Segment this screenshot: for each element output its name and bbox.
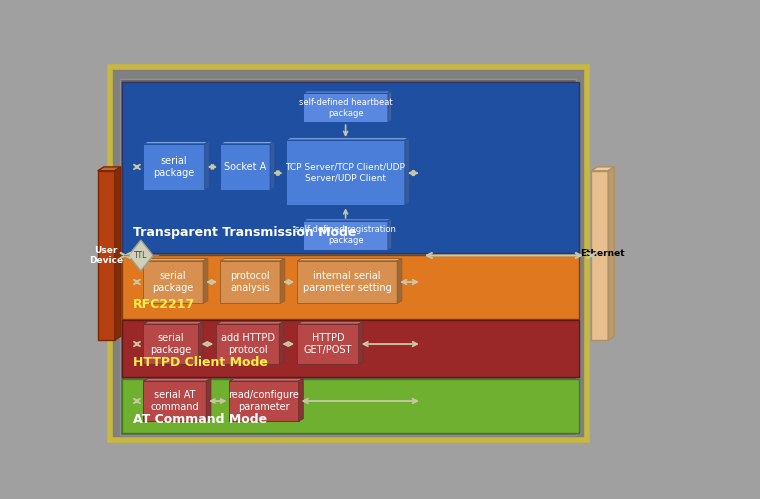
Text: self-defined registration
package: self-defined registration package xyxy=(295,226,396,246)
FancyBboxPatch shape xyxy=(122,379,579,433)
Polygon shape xyxy=(286,140,405,206)
Polygon shape xyxy=(128,240,153,271)
Text: Transparent Transmission Mode: Transparent Transmission Mode xyxy=(133,226,356,240)
Text: User
Device: User Device xyxy=(89,246,123,265)
Text: TTL: TTL xyxy=(134,251,147,260)
Polygon shape xyxy=(143,381,206,421)
Polygon shape xyxy=(297,324,359,364)
Text: self-defined heartbeat
package: self-defined heartbeat package xyxy=(299,98,392,118)
Polygon shape xyxy=(206,379,211,421)
Polygon shape xyxy=(220,142,275,144)
Polygon shape xyxy=(220,258,285,261)
Text: Socket A: Socket A xyxy=(224,162,266,172)
Polygon shape xyxy=(143,324,198,364)
Polygon shape xyxy=(303,219,391,221)
FancyBboxPatch shape xyxy=(110,67,587,440)
Polygon shape xyxy=(115,167,121,340)
FancyBboxPatch shape xyxy=(120,79,576,435)
Text: serial
package: serial package xyxy=(153,271,194,293)
Polygon shape xyxy=(220,144,270,190)
Polygon shape xyxy=(230,379,303,381)
Polygon shape xyxy=(303,93,388,122)
Polygon shape xyxy=(591,171,608,340)
Polygon shape xyxy=(230,381,299,421)
Polygon shape xyxy=(591,167,614,171)
Text: AT Command Mode: AT Command Mode xyxy=(133,413,268,426)
Polygon shape xyxy=(299,379,303,421)
Polygon shape xyxy=(203,258,207,303)
FancyBboxPatch shape xyxy=(122,82,579,253)
Polygon shape xyxy=(143,142,209,144)
Polygon shape xyxy=(143,379,211,381)
Polygon shape xyxy=(297,258,402,261)
Polygon shape xyxy=(98,171,115,340)
Polygon shape xyxy=(303,221,388,250)
Polygon shape xyxy=(217,322,284,324)
Text: read/configure
parameter: read/configure parameter xyxy=(229,390,299,412)
Polygon shape xyxy=(198,322,203,364)
Polygon shape xyxy=(297,322,363,324)
Polygon shape xyxy=(143,258,207,261)
Text: Ethernet: Ethernet xyxy=(581,249,625,258)
Polygon shape xyxy=(297,261,397,303)
Polygon shape xyxy=(220,261,280,303)
Polygon shape xyxy=(143,261,203,303)
Polygon shape xyxy=(303,91,391,93)
FancyBboxPatch shape xyxy=(122,254,579,318)
Text: protocol
analysis: protocol analysis xyxy=(230,271,270,293)
Text: add HTTPD
protocol: add HTTPD protocol xyxy=(221,333,275,355)
Polygon shape xyxy=(280,258,285,303)
Polygon shape xyxy=(608,167,614,340)
Polygon shape xyxy=(388,219,391,250)
Polygon shape xyxy=(405,138,410,206)
Text: serial
package: serial package xyxy=(154,156,195,178)
Polygon shape xyxy=(280,322,284,364)
Polygon shape xyxy=(143,322,203,324)
Polygon shape xyxy=(98,167,121,171)
FancyBboxPatch shape xyxy=(122,320,579,377)
Polygon shape xyxy=(217,324,280,364)
Polygon shape xyxy=(359,322,363,364)
Text: TCP Server/TCP Client/UDP
Server/UDP Client: TCP Server/TCP Client/UDP Server/UDP Cli… xyxy=(285,163,405,183)
Text: RFC2217: RFC2217 xyxy=(133,298,195,311)
Polygon shape xyxy=(270,142,275,190)
Polygon shape xyxy=(388,91,391,122)
Polygon shape xyxy=(143,144,204,190)
Text: HTTPD
GET/POST: HTTPD GET/POST xyxy=(304,333,352,355)
Polygon shape xyxy=(286,138,410,140)
Text: internal serial
parameter setting: internal serial parameter setting xyxy=(302,271,391,293)
Text: HTTPD Client Mode: HTTPD Client Mode xyxy=(133,356,268,369)
Polygon shape xyxy=(204,142,209,190)
Text: serial
package: serial package xyxy=(150,333,192,355)
Polygon shape xyxy=(397,258,402,303)
Text: serial AT
command: serial AT command xyxy=(150,390,199,412)
